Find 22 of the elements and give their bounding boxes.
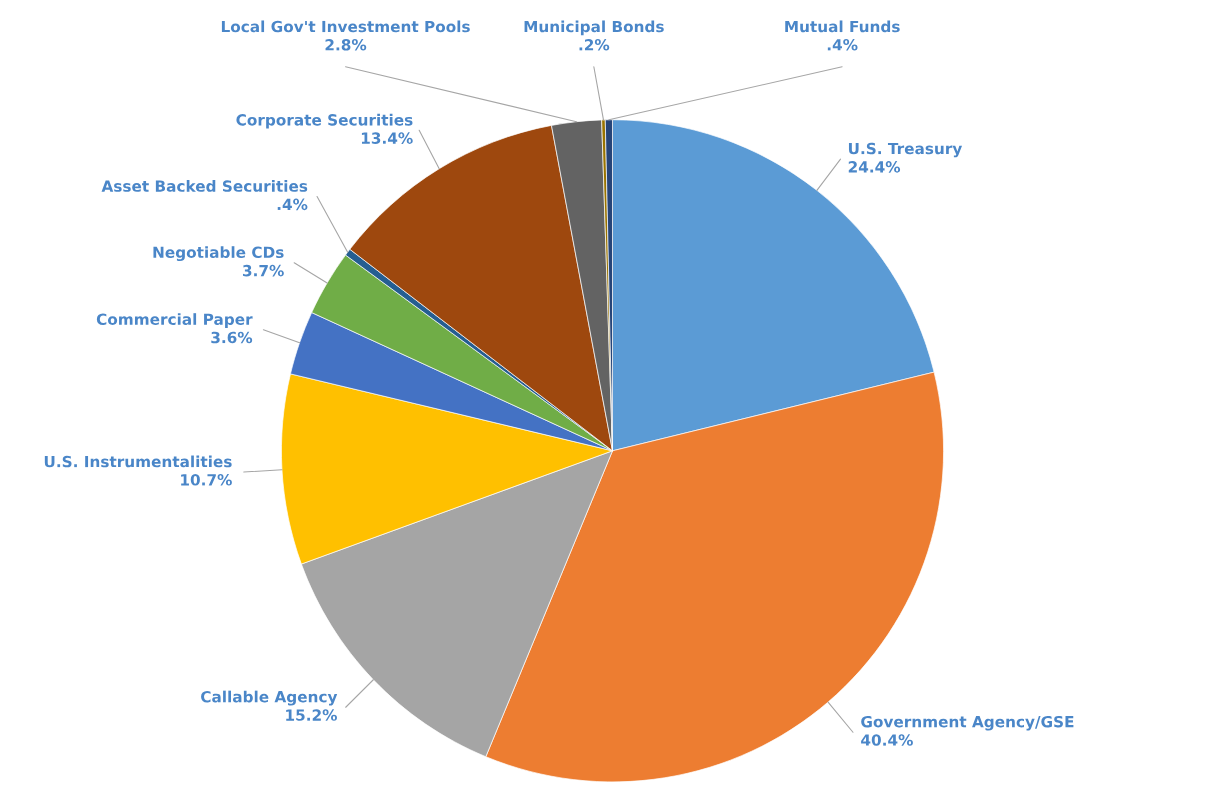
slice-label: Commercial Paper	[96, 313, 253, 328]
slice-label: U.S. Instrumentalities	[44, 455, 232, 468]
slice-label: Callable Agency	[201, 690, 338, 706]
data-label: 3.7%	[242, 264, 284, 277]
slice-label: Negotiable CDs	[153, 246, 284, 262]
slice-label: Asset Backed Securities	[101, 180, 308, 192]
data-label: .2%	[579, 39, 610, 51]
data-label: .4%	[277, 198, 308, 211]
slice-label: Corporate Securities	[236, 113, 413, 129]
data-label: 15.2%	[286, 709, 337, 721]
slice-label: Municipal Bonds	[524, 20, 664, 36]
data-label: .4%	[827, 39, 858, 51]
data-label: 3.6%	[211, 331, 253, 344]
slice-label: U.S. Treasury	[848, 142, 963, 158]
slice-label: Mutual Funds	[785, 20, 900, 33]
slice-label: Local Gov't Investment Pools	[221, 20, 470, 33]
slice-label: Government Agency/GSE	[861, 715, 1074, 731]
data-label: 2.8%	[325, 39, 367, 51]
data-label: 13.4%	[361, 132, 413, 144]
data-label: 24.4%	[848, 161, 901, 173]
data-label: 40.4%	[861, 734, 913, 746]
data-label: 10.7%	[181, 474, 232, 486]
